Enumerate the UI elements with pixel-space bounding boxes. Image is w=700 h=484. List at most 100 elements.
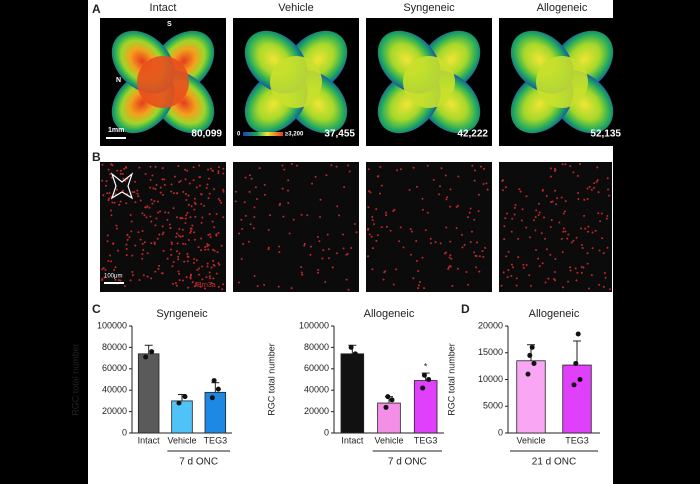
cell <box>134 244 137 247</box>
cell <box>552 277 555 280</box>
cell <box>473 251 476 254</box>
cell <box>520 219 523 222</box>
retina-center <box>536 56 588 108</box>
cell <box>367 206 370 209</box>
cell <box>449 188 452 191</box>
cell <box>172 192 175 195</box>
cell <box>347 164 350 167</box>
cell <box>450 257 453 260</box>
y-tick-label: 15000 <box>478 347 503 357</box>
cell <box>193 257 196 260</box>
y-axis-label: RGC total number <box>266 343 276 416</box>
cell <box>580 266 583 269</box>
cell <box>584 227 587 230</box>
cell <box>342 247 345 250</box>
cell <box>292 218 295 221</box>
cell <box>131 271 134 274</box>
cell <box>157 211 160 214</box>
cell <box>150 220 153 223</box>
cell <box>288 232 291 235</box>
cell <box>553 271 556 274</box>
cell <box>439 242 442 245</box>
cell <box>222 172 225 175</box>
cell <box>178 279 181 282</box>
cell <box>598 249 601 252</box>
cell <box>176 242 179 245</box>
cell <box>540 232 543 235</box>
cell <box>207 168 210 171</box>
cell <box>184 178 187 181</box>
cell <box>217 170 220 173</box>
cell <box>139 238 142 241</box>
cell <box>355 231 358 234</box>
cell <box>287 189 290 192</box>
cell <box>306 214 309 217</box>
cell <box>110 260 113 263</box>
cell <box>193 197 196 200</box>
stain-label: Brn3a <box>197 282 216 289</box>
cell <box>116 249 119 252</box>
cell <box>209 233 212 236</box>
cell <box>502 271 505 274</box>
cell <box>222 283 225 286</box>
cell <box>469 241 472 244</box>
cell <box>176 192 179 195</box>
cell <box>263 193 266 196</box>
cell <box>367 168 370 171</box>
cell <box>504 186 507 189</box>
cell <box>578 163 581 166</box>
cell <box>184 221 187 224</box>
cell <box>473 218 476 221</box>
cell <box>541 262 544 265</box>
cell <box>300 266 303 269</box>
data-point <box>211 378 217 384</box>
cell <box>217 197 220 200</box>
cell <box>190 227 193 230</box>
cell <box>102 266 105 269</box>
cell <box>301 273 304 276</box>
cell <box>141 212 144 215</box>
cell <box>208 275 211 278</box>
y-tick-label: 20000 <box>478 320 503 330</box>
cell <box>101 179 104 182</box>
y-axis-label: RGC total number <box>446 343 456 416</box>
cell <box>255 197 258 200</box>
cell <box>106 192 109 195</box>
cell <box>119 200 122 203</box>
cell <box>130 230 133 233</box>
cell <box>429 237 432 240</box>
cell <box>240 218 243 221</box>
cell <box>117 279 120 282</box>
cell <box>170 190 173 193</box>
cell <box>119 279 122 282</box>
cell <box>432 178 435 181</box>
cell <box>159 191 162 194</box>
cell <box>178 181 181 184</box>
cell <box>463 243 466 246</box>
cell <box>418 281 421 284</box>
cell <box>549 167 552 170</box>
cell <box>184 243 187 246</box>
cell <box>220 201 223 204</box>
cell <box>172 260 175 263</box>
cell <box>137 231 140 234</box>
y-tick-label: 20000 <box>304 406 329 416</box>
cell <box>338 214 341 217</box>
cell <box>177 234 180 237</box>
cell <box>253 206 256 209</box>
cell <box>186 260 189 263</box>
cell <box>154 165 157 168</box>
cell <box>309 253 312 256</box>
cell <box>482 255 485 258</box>
cell <box>455 205 458 208</box>
cell <box>219 199 222 202</box>
retina <box>377 30 481 134</box>
cell <box>114 278 117 281</box>
cell <box>605 217 608 220</box>
cell <box>278 204 281 207</box>
data-point <box>531 360 537 366</box>
cell <box>324 281 327 284</box>
cell <box>185 198 188 201</box>
cell <box>478 255 481 258</box>
cell <box>514 203 517 206</box>
